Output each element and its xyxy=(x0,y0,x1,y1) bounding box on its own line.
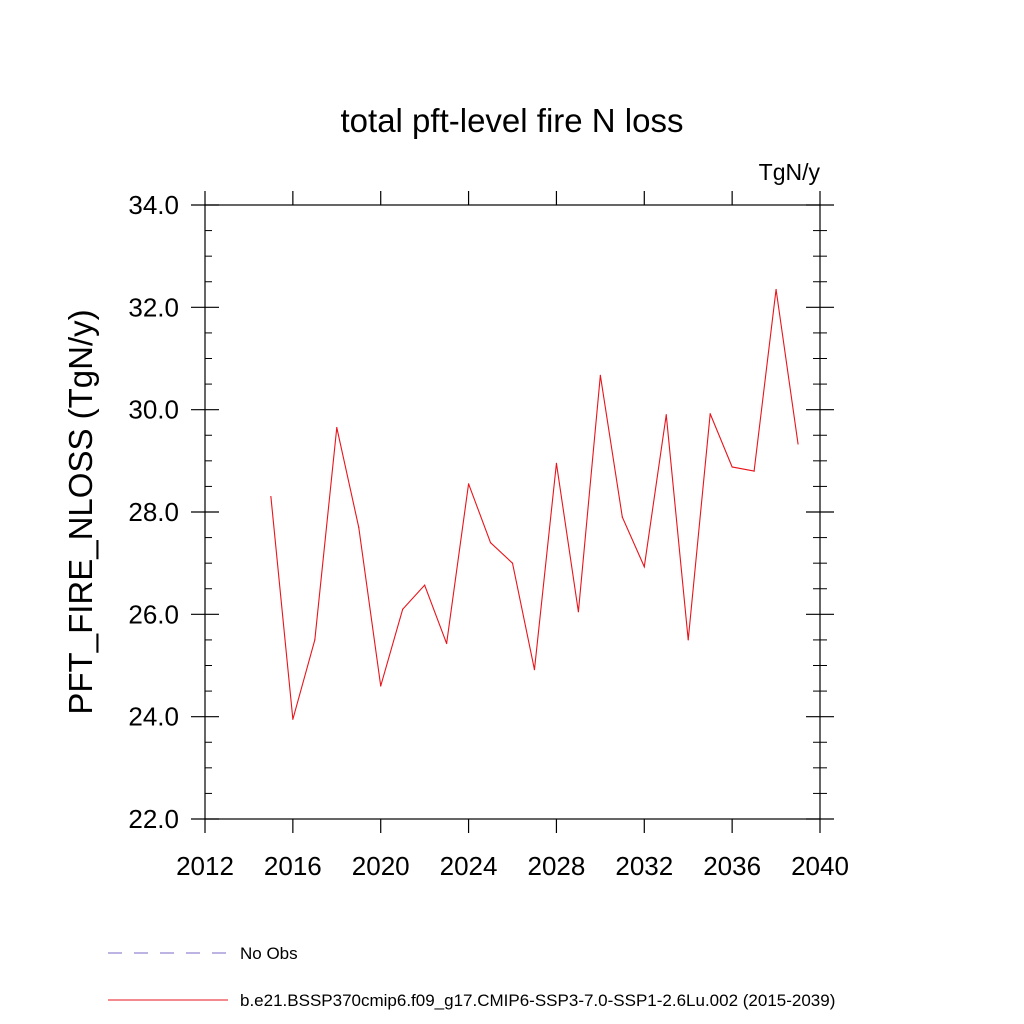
y-tick-label: 32.0 xyxy=(128,292,179,322)
y-tick-label: 34.0 xyxy=(128,190,179,220)
data-point xyxy=(775,288,777,291)
series-group xyxy=(270,288,799,720)
legend-label-model-run: b.e21.BSSP370cmip6.f09_g17.CMIP6-SSP3-7.… xyxy=(240,991,835,1010)
x-tick-label: 2040 xyxy=(791,851,849,881)
data-point xyxy=(511,562,514,564)
data-point xyxy=(797,443,799,445)
x-tick-label: 2028 xyxy=(528,851,586,881)
data-point xyxy=(731,466,733,468)
data-point xyxy=(577,611,579,613)
data-point xyxy=(292,718,294,720)
chart-title: total pft-level fire N loss xyxy=(341,102,684,139)
axis-ticks xyxy=(191,191,834,833)
x-tick-label: 2016 xyxy=(264,851,322,881)
legend: No Obs b.e21.BSSP370cmip6.f09_g17.CMIP6-… xyxy=(108,944,835,1010)
y-tick-label: 24.0 xyxy=(128,702,179,732)
data-point xyxy=(314,639,316,641)
data-point xyxy=(665,414,667,416)
legend-label-no-obs: No Obs xyxy=(240,944,298,963)
y-tick-label: 28.0 xyxy=(128,497,179,527)
data-point xyxy=(358,526,360,528)
data-point xyxy=(643,566,645,568)
y-tick-label: 26.0 xyxy=(128,599,179,629)
x-tick-labels: 2012 2016 2020 2024 2028 2032 2036 2040 xyxy=(176,851,849,881)
data-point xyxy=(336,426,338,429)
y-tick-label: 30.0 xyxy=(128,395,179,425)
x-tick-label: 2024 xyxy=(440,851,498,881)
data-point xyxy=(270,496,272,498)
data-point xyxy=(402,608,404,610)
data-point xyxy=(424,584,426,586)
data-point xyxy=(599,374,601,376)
x-tick-label: 2020 xyxy=(352,851,410,881)
data-point xyxy=(621,516,623,518)
data-point xyxy=(533,668,536,671)
series-line xyxy=(270,289,799,720)
data-point xyxy=(467,483,470,485)
y-tick-label: 22.0 xyxy=(128,804,179,834)
data-point xyxy=(753,470,755,472)
data-point xyxy=(687,639,689,641)
data-point xyxy=(709,413,711,415)
y-axis-label: PFT_FIRE_NLOSS (TgN/y) xyxy=(62,309,99,714)
x-tick-label: 2036 xyxy=(703,851,761,881)
data-point xyxy=(380,685,382,687)
data-point xyxy=(555,462,558,464)
plot-frame xyxy=(204,204,821,820)
y-tick-labels: 22.0 24.0 26.0 28.0 30.0 32.0 34.0 xyxy=(128,190,179,834)
data-point xyxy=(489,542,492,544)
x-tick-label: 2012 xyxy=(176,851,234,881)
x-tick-label: 2032 xyxy=(615,851,673,881)
data-point xyxy=(446,642,448,645)
units-label: TgN/y xyxy=(759,159,821,185)
